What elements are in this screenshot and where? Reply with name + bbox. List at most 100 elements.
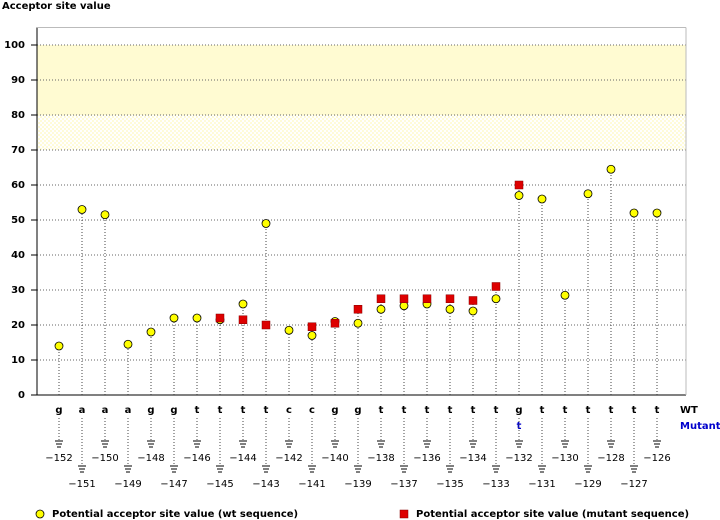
y-tick-label: 90 xyxy=(11,75,25,86)
x-tick-label: −142 xyxy=(275,453,302,464)
mutant-point xyxy=(514,180,524,190)
mutant-point xyxy=(468,296,478,305)
wt-base: t xyxy=(379,405,384,416)
wt-base: t xyxy=(218,405,223,416)
wt-base: t xyxy=(494,405,499,416)
x-tick-label: −148 xyxy=(137,453,164,464)
wt-base: c xyxy=(286,405,292,416)
y-tick-label: 60 xyxy=(11,180,25,191)
wt-point xyxy=(353,318,363,328)
wt-point xyxy=(376,304,386,314)
x-tick-label: −134 xyxy=(459,453,486,464)
wt-base: a xyxy=(125,405,132,416)
y-tick-label: 0 xyxy=(18,390,25,401)
wt-base: g xyxy=(55,405,62,416)
mutant-point xyxy=(376,294,386,303)
wt-point xyxy=(77,205,87,214)
wt-point xyxy=(261,219,271,228)
wt-point xyxy=(606,164,616,174)
wt-base: t xyxy=(540,405,545,416)
x-tick-label: −144 xyxy=(229,453,256,464)
y-tick-label: 40 xyxy=(11,250,25,261)
wt-base: a xyxy=(79,405,86,416)
mutant-point xyxy=(491,282,501,291)
legend-marker xyxy=(35,509,45,519)
x-tick-label: −149 xyxy=(114,479,141,490)
wt-point xyxy=(583,189,593,199)
y-tick-label: 20 xyxy=(11,320,25,331)
y-tick-label: 50 xyxy=(11,215,25,226)
wt-point xyxy=(284,325,294,335)
wt-point xyxy=(629,208,639,218)
x-tick-label: −133 xyxy=(482,479,509,490)
hatched-band xyxy=(37,115,686,150)
wt-point xyxy=(146,327,156,337)
mutant-point xyxy=(445,294,455,303)
wt-point xyxy=(307,331,317,340)
x-tick-label: −141 xyxy=(298,479,325,490)
legend-label: Potential acceptor site value (wt sequen… xyxy=(52,509,298,520)
wt-base: g xyxy=(354,405,361,416)
wt-base: g xyxy=(170,405,177,416)
x-tick-label: −131 xyxy=(528,479,555,490)
wt-point xyxy=(537,194,547,204)
wt-base: t xyxy=(632,405,637,416)
wt-base: t xyxy=(425,405,430,416)
mutant-point xyxy=(307,322,317,331)
wt-point xyxy=(123,339,133,349)
wt-point xyxy=(652,208,662,218)
x-tick-label: −151 xyxy=(68,479,95,490)
mutant-label: Mutant xyxy=(680,421,720,432)
x-tick-label: −132 xyxy=(505,453,532,464)
y-axis-title: Acceptor site value xyxy=(2,1,111,12)
x-tick-label: −137 xyxy=(390,479,417,490)
mutant-point xyxy=(215,313,225,323)
x-tick-label: −139 xyxy=(344,479,371,490)
wt-base: g xyxy=(331,405,338,416)
wt-base: t xyxy=(195,405,200,416)
y-tick-label: 70 xyxy=(11,145,25,156)
x-tick-label: −150 xyxy=(91,453,118,464)
wt-label: WT xyxy=(680,405,698,416)
x-tick-label: −152 xyxy=(45,453,72,464)
wt-base: t xyxy=(448,405,453,416)
wt-base: t xyxy=(563,405,568,416)
x-tick-label: −145 xyxy=(206,479,233,490)
x-tick-label: −146 xyxy=(183,453,210,464)
wt-base: t xyxy=(609,405,614,416)
wt-base: t xyxy=(471,405,476,416)
y-tick-label: 100 xyxy=(4,40,25,51)
wt-point xyxy=(54,341,64,351)
x-tick-label: −127 xyxy=(620,479,647,490)
wt-point xyxy=(169,313,179,323)
legend-marker xyxy=(399,509,409,519)
y-tick-label: 10 xyxy=(11,355,25,366)
wt-base: c xyxy=(309,405,315,416)
mutant-base: t xyxy=(517,421,522,432)
x-tick-label: −147 xyxy=(160,479,187,490)
mutant-point xyxy=(238,315,248,324)
wt-base: g xyxy=(147,405,154,416)
x-tick-label: −138 xyxy=(367,453,394,464)
wt-point xyxy=(445,304,455,314)
wt-base: a xyxy=(102,405,109,416)
x-tick-label: −128 xyxy=(597,453,624,464)
y-tick-label: 30 xyxy=(11,285,25,296)
x-tick-label: −136 xyxy=(413,453,440,464)
x-tick-label: −126 xyxy=(643,453,670,464)
wt-point xyxy=(514,191,524,200)
x-tick-label: −140 xyxy=(321,453,348,464)
wt-point xyxy=(468,306,478,316)
wt-point xyxy=(560,290,570,300)
x-tick-label: −129 xyxy=(574,479,601,490)
wt-point xyxy=(238,299,248,309)
mutant-point xyxy=(399,294,409,303)
wt-point xyxy=(491,294,501,304)
mutant-point xyxy=(261,320,271,330)
wt-base: t xyxy=(264,405,269,416)
mutant-point xyxy=(422,294,432,303)
y-tick-label: 80 xyxy=(11,110,25,121)
legend-label: Potential acceptor site value (mutant se… xyxy=(416,509,689,520)
wt-base: t xyxy=(241,405,246,416)
